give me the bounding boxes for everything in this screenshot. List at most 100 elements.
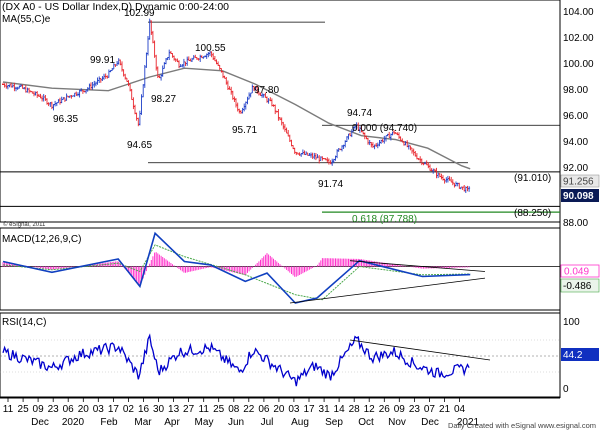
x-day-label: 12 xyxy=(364,404,376,415)
rsi-title: RSI(14,C) xyxy=(2,317,46,328)
trough-label-95-71: 95.71 xyxy=(232,125,257,136)
x-day-label: 25 xyxy=(18,404,30,415)
last-price-badge xyxy=(561,189,599,202)
macd-lower-trendline xyxy=(289,277,486,304)
x-day-label: 26 xyxy=(379,404,391,415)
source-note: © eSignal, 2011 xyxy=(3,221,46,228)
x-month-label: Jul xyxy=(261,417,274,428)
macd-value-badge xyxy=(560,264,600,278)
macd-signal-line xyxy=(2,244,471,301)
ma-value-badge xyxy=(560,174,600,188)
x-day-label: 09 xyxy=(33,404,45,415)
x-day-label: 30 xyxy=(153,404,165,415)
x-day-label: 17 xyxy=(303,404,315,415)
rsi-trendline xyxy=(349,339,491,361)
macd-layer xyxy=(0,231,560,304)
axis-layer: 11 25 09 23 06 20 03 17 02 16 30 13 27 11 25 08 22 06 20 03… xyxy=(0,397,560,428)
x-month-label: Oct xyxy=(358,417,374,428)
price-tick: 104.00 xyxy=(563,7,594,18)
price-layer xyxy=(0,18,560,213)
x-day-label: 20 xyxy=(78,404,90,415)
rsi-value-badge xyxy=(561,348,599,361)
x-day-label: 09 xyxy=(394,404,406,415)
ma-value-text: 91.256 xyxy=(563,177,594,188)
last-price-text: 90.098 xyxy=(563,191,594,202)
x-month-label: 2021 xyxy=(457,417,480,428)
trough-label-91-74: 91.74 xyxy=(318,179,343,190)
x-day-label: 06 xyxy=(258,404,270,415)
x-day-label: 11 xyxy=(199,404,210,415)
x-day-label: 21 xyxy=(439,404,451,415)
x-month-label: 2020 xyxy=(62,417,85,428)
price-title: (DX A0 - US Dollar Index,D) Dynamic 0:00… xyxy=(2,1,229,13)
x-day-label: 06 xyxy=(63,404,75,415)
peak-label-100-55: 100.55 xyxy=(195,43,226,54)
x-day-label: 31 xyxy=(319,404,331,415)
x-month-label: May xyxy=(195,417,214,428)
projection-label-2: (88.250) xyxy=(514,208,551,219)
macd-line xyxy=(2,231,471,304)
x-day-label: 22 xyxy=(243,404,255,415)
trough-label-94-65: 94.65 xyxy=(127,140,152,151)
price-tick: 96.00 xyxy=(563,111,588,122)
x-day-label: 14 xyxy=(334,404,346,415)
macd-value-1: 0.049 xyxy=(564,267,589,278)
x-day-label: 07 xyxy=(424,404,436,415)
x-month-label: Aug xyxy=(291,417,309,428)
footer-text: Daily Created with eSignal www.esignal.c… xyxy=(448,421,596,430)
peak-label-97-80: 97.80 xyxy=(254,85,279,96)
peak-label-94-74: 94.74 xyxy=(347,108,372,119)
x-day-label: 23 xyxy=(409,404,421,415)
price-y-axis: 104.00 102.00 100.00 98.00 96.00 94.00 9… xyxy=(563,7,594,229)
price-tick: 100.00 xyxy=(563,59,594,70)
x-day-label: 28 xyxy=(349,404,361,415)
rsi-tick: 100 xyxy=(563,317,580,328)
x-month-label: Apr xyxy=(164,417,180,428)
fib-zero-label: 0.000 (94.740) xyxy=(352,123,417,134)
x-day-label: 13 xyxy=(168,404,180,415)
macd-signal-badge xyxy=(560,278,600,293)
price-tick: 102.00 xyxy=(563,33,594,44)
peak-label-98-27: 98.27 xyxy=(151,94,176,105)
rsi-line xyxy=(2,333,470,387)
x-month-label: Dec xyxy=(421,417,439,428)
macd-panel xyxy=(0,227,561,311)
fib-618-label: 0.618 (87.788) xyxy=(352,214,417,225)
peak-label-102-99: 102.99 xyxy=(124,8,155,19)
x-month-label: Nov xyxy=(388,417,406,428)
x-day-label: 20 xyxy=(273,404,285,415)
rsi-layer xyxy=(0,333,560,387)
price-tick: 94.00 xyxy=(563,137,588,148)
x-month-label: Sep xyxy=(325,417,343,428)
x-month-label: Jun xyxy=(228,417,244,428)
x-day-label: 03 xyxy=(93,404,105,415)
price-panel xyxy=(0,0,561,223)
x-day-label: 08 xyxy=(228,404,240,415)
x-day-label: 02 xyxy=(123,404,135,415)
rsi-tick: 0 xyxy=(563,384,569,395)
x-day-label: 16 xyxy=(138,404,150,415)
x-day-label: 17 xyxy=(108,404,120,415)
macd-value-2: -0.486 xyxy=(563,281,592,292)
macd-upper-trendline xyxy=(349,260,486,272)
macd-title: MACD(12,26,9,C) xyxy=(2,234,81,245)
rsi-value-text: 44.2 xyxy=(563,350,583,361)
x-month-label: Mar xyxy=(134,417,152,428)
x-day-label: 25 xyxy=(213,404,225,415)
ma-line xyxy=(2,67,471,170)
x-day-label: 04 xyxy=(454,404,466,415)
x-day-label: 23 xyxy=(48,404,60,415)
x-day-label: 27 xyxy=(183,404,195,415)
peak-label-99-91: 99.91 xyxy=(90,55,115,66)
x-month-label: Feb xyxy=(100,417,118,428)
x-day-label: 11 xyxy=(3,404,14,415)
projection-label-1: (91.010) xyxy=(514,173,551,184)
price-tick: 88.00 xyxy=(563,218,588,229)
x-day-label: 03 xyxy=(288,404,300,415)
x-month-label: Dec xyxy=(31,417,49,428)
ma-indicator-label: MA(55,C)e xyxy=(2,14,51,25)
price-tick: 98.00 xyxy=(563,85,588,96)
rsi-panel xyxy=(0,312,561,398)
trough-label-96-35: 96.35 xyxy=(53,114,78,125)
